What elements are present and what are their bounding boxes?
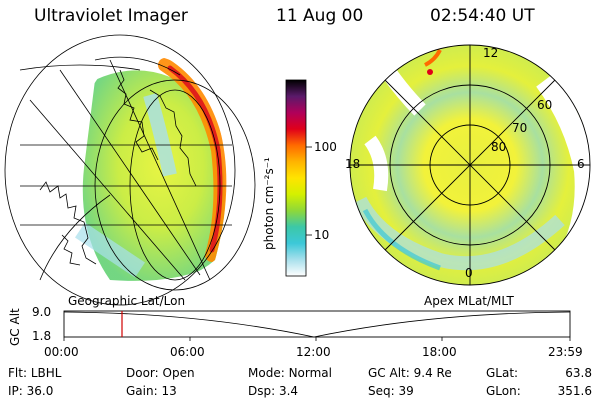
status-dsp: Dsp: 3.4 (248, 384, 299, 398)
mlt-label-12: 12 (483, 46, 499, 60)
x-tick-0600: 06:00 (170, 345, 205, 359)
x-tick-1800: 18:00 (422, 345, 457, 359)
colorbar-tick-10: 10 (314, 228, 330, 242)
altitude-tick-9: 9.0 (32, 305, 52, 319)
status-gain: Gain: 13 (126, 384, 177, 398)
x-tick-0000: 00:00 (44, 345, 79, 359)
x-tick-1200: 12:00 (296, 345, 331, 359)
status-gc-alt: GC Alt: 9.4 Re (368, 366, 452, 380)
altitude-plot (63, 310, 571, 341)
mlat-label-80: 80 (491, 140, 507, 154)
status-door: Door: Open (126, 366, 195, 380)
mlat-label-60: 60 (537, 98, 553, 112)
status-glat: GLat: 63.8 (486, 366, 592, 380)
status-glon: GLon: 351.6 (486, 384, 592, 398)
date-label: 11 Aug 00 (276, 6, 364, 26)
mlat-label-70: 70 (512, 121, 528, 135)
right-panel-label: Apex MLat/MLT (424, 294, 514, 308)
mlt-label-6: 6 (577, 157, 585, 171)
instrument-title: Ultraviolet Imager (34, 6, 188, 26)
status-flt: Flt: LBHL (8, 366, 62, 380)
left-image (4, 34, 256, 306)
colorbar-tick-100: 100 (314, 140, 337, 154)
status-mode: Mode: Normal (248, 366, 332, 380)
status-seq: Seq: 39 (368, 384, 414, 398)
x-tick-2359: 23:59 (548, 345, 583, 359)
mlt-label-0: 0 (465, 266, 473, 280)
status-ip: IP: 36.0 (8, 384, 54, 398)
left-panel-label: Geographic Lat/Lon (68, 294, 186, 308)
altitude-tick-1-8: 1.8 (32, 329, 52, 343)
altitude-ylabel: GC Alt (8, 308, 22, 346)
time-label: 02:54:40 UT (430, 6, 535, 26)
colorbar (285, 79, 312, 277)
mlt-label-18: 18 (345, 157, 361, 171)
right-image (349, 44, 591, 286)
colorbar-unit: photon cm⁻²s⁻¹ (262, 157, 276, 250)
